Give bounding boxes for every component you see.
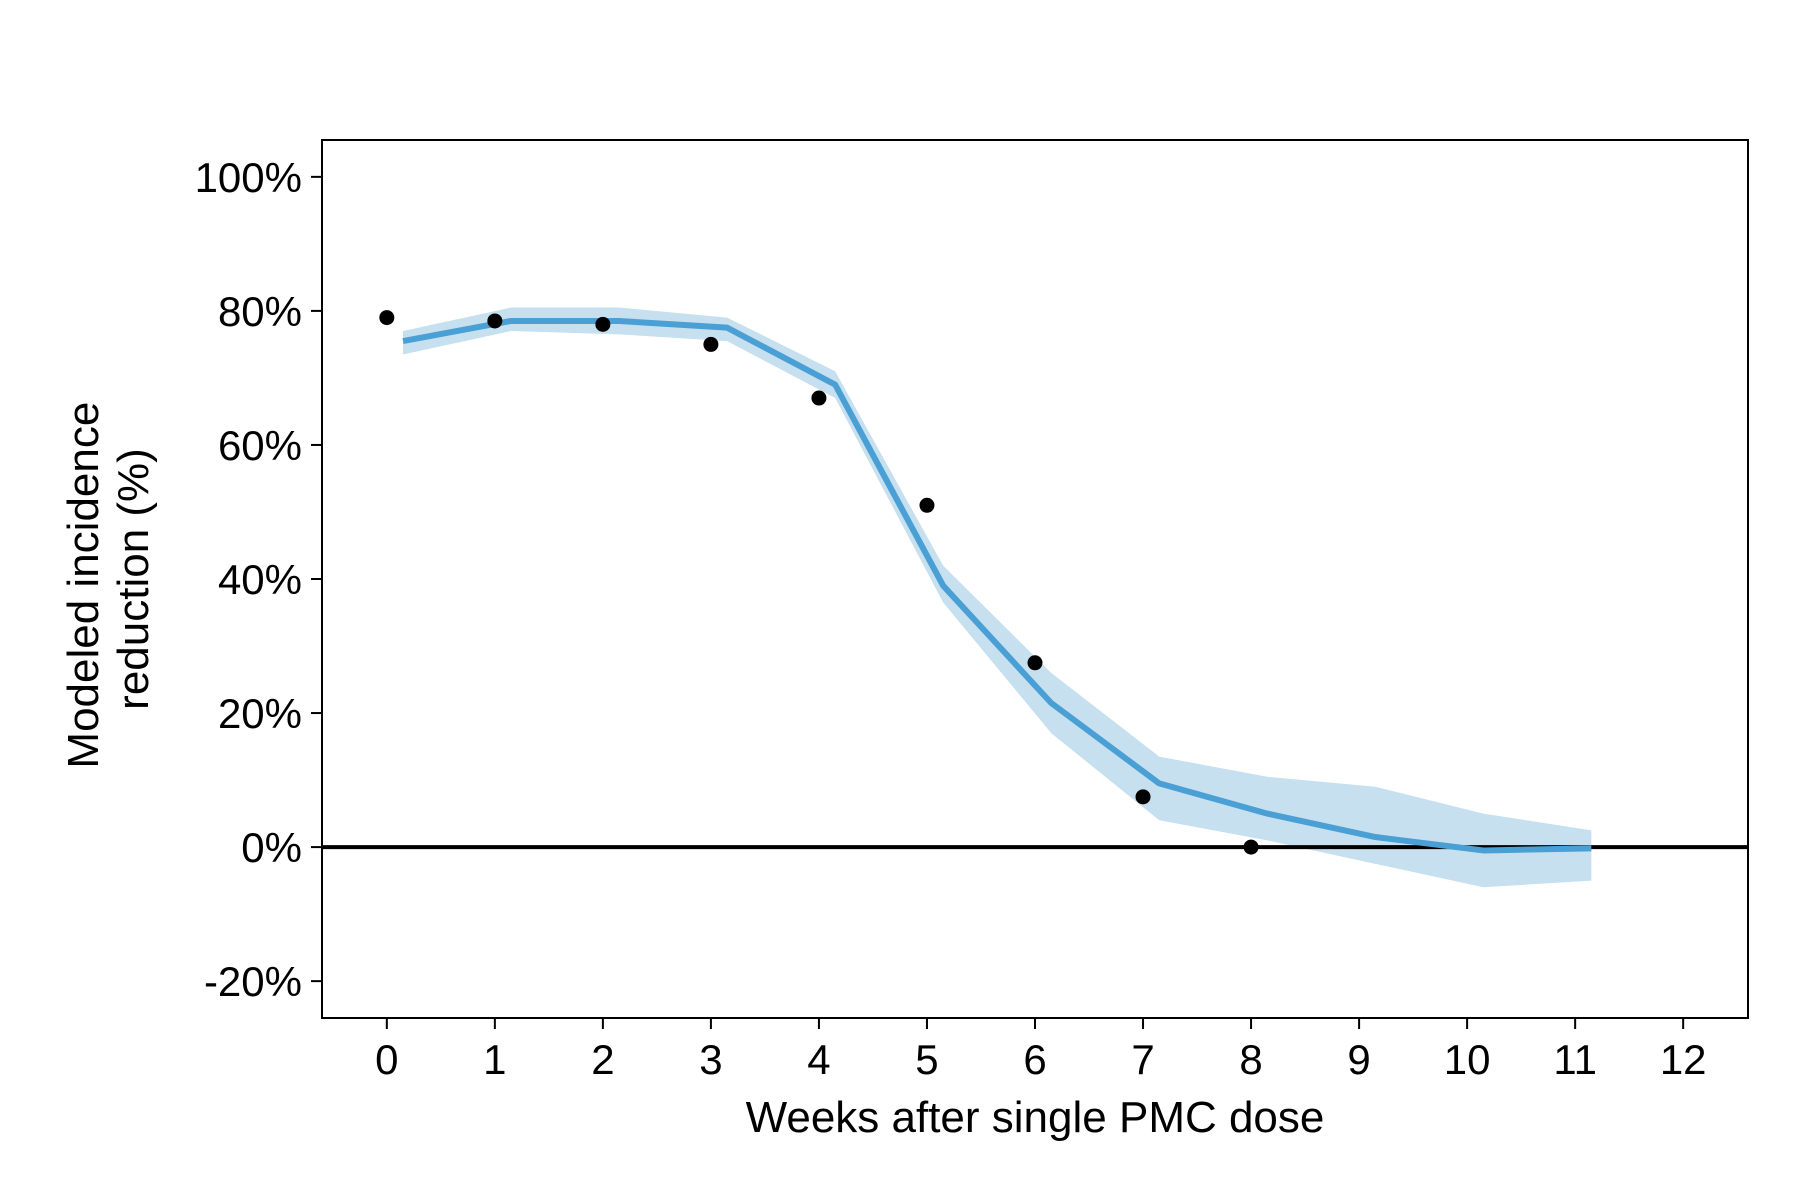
y-tick-label: 40% xyxy=(218,556,302,603)
fitted-line xyxy=(402,317,1592,854)
x-axis-title: Weeks after single PMC dose xyxy=(746,1093,1325,1142)
x-tick-label: 3 xyxy=(699,1036,722,1083)
data-point xyxy=(1243,839,1259,855)
y-axis-title-line-2: reduction (%) xyxy=(109,448,158,710)
x-tick-label: 2 xyxy=(591,1036,614,1083)
x-tick-label: 12 xyxy=(1660,1036,1707,1083)
fitted-line-layer xyxy=(402,317,1592,854)
y-axis-title-line-1: Modeled incidence xyxy=(59,402,108,769)
y-tick-label: 0% xyxy=(241,824,302,871)
y-tick-label: 100% xyxy=(195,154,302,201)
y-tick-label: -20% xyxy=(204,958,302,1005)
x-tick-label: 7 xyxy=(1131,1036,1154,1083)
x-tick-label: 0 xyxy=(375,1036,398,1083)
y-axis-ticks: -20% 0% 20% 40% 60% 80% 100% xyxy=(195,154,322,1005)
data-point xyxy=(1135,789,1151,805)
data-point xyxy=(703,336,719,352)
data-point xyxy=(595,316,611,332)
x-tick-label: 5 xyxy=(915,1036,938,1083)
y-tick-label: 20% xyxy=(218,690,302,737)
confidence-band xyxy=(403,307,1592,888)
x-tick-label: 10 xyxy=(1444,1036,1491,1083)
plot-frame xyxy=(321,139,1749,1019)
x-tick-label: 1 xyxy=(483,1036,506,1083)
confidence-band-layer xyxy=(403,307,1592,888)
x-axis-ticks: 0 1 2 3 4 5 6 7 8 9 10 11 12 xyxy=(375,1018,1707,1083)
x-tick-label: 4 xyxy=(807,1036,830,1083)
data-point xyxy=(379,310,395,326)
data-point xyxy=(1027,655,1043,671)
x-tick-label: 11 xyxy=(1553,1036,1597,1083)
x-tick-label: 9 xyxy=(1347,1036,1370,1083)
observed-points-layer xyxy=(379,310,1259,855)
data-point xyxy=(811,390,827,406)
y-axis-title: Modeled incidence reduction (%) xyxy=(59,389,158,768)
x-tick-label: 8 xyxy=(1239,1036,1262,1083)
data-point xyxy=(919,497,935,513)
data-point xyxy=(487,313,503,329)
x-tick-label: 6 xyxy=(1023,1036,1046,1083)
y-tick-label: 80% xyxy=(218,288,302,335)
y-tick-label: 60% xyxy=(218,422,302,469)
